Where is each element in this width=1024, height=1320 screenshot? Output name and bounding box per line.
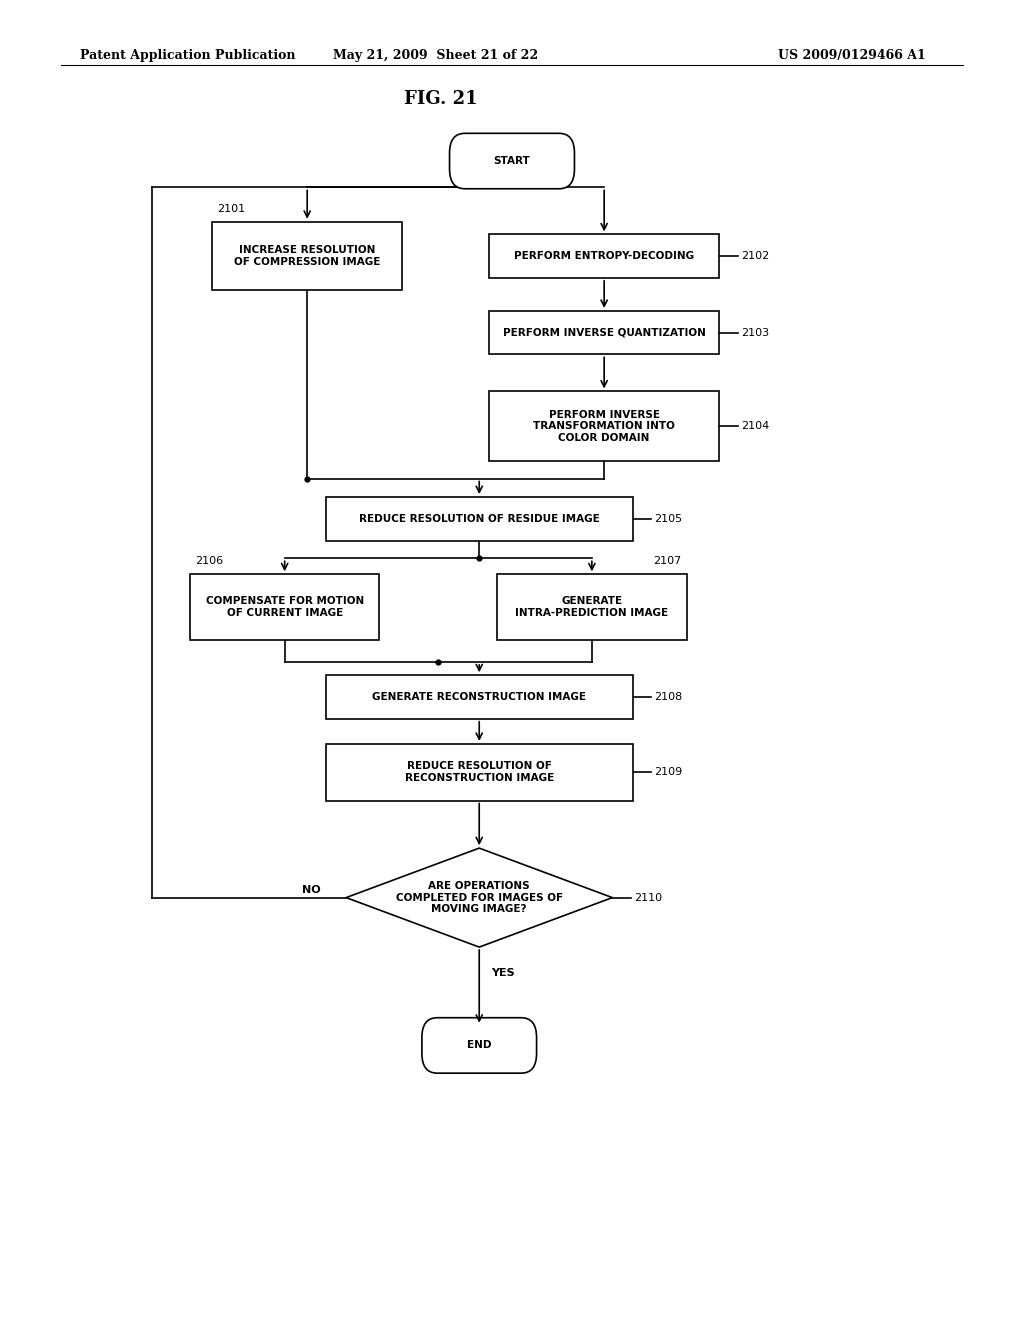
FancyBboxPatch shape xyxy=(326,496,633,541)
Text: FIG. 21: FIG. 21 xyxy=(403,90,477,108)
Text: PERFORM INVERSE
TRANSFORMATION INTO
COLOR DOMAIN: PERFORM INVERSE TRANSFORMATION INTO COLO… xyxy=(534,409,675,444)
FancyBboxPatch shape xyxy=(326,676,633,718)
FancyBboxPatch shape xyxy=(489,235,719,277)
Text: PERFORM ENTROPY-DECODING: PERFORM ENTROPY-DECODING xyxy=(514,251,694,261)
FancyBboxPatch shape xyxy=(190,574,380,640)
Text: 2107: 2107 xyxy=(653,556,682,566)
Text: 2106: 2106 xyxy=(196,556,223,566)
Text: 2103: 2103 xyxy=(741,327,769,338)
Text: Patent Application Publication: Patent Application Publication xyxy=(80,49,295,62)
Text: END: END xyxy=(467,1040,492,1051)
Text: PERFORM INVERSE QUANTIZATION: PERFORM INVERSE QUANTIZATION xyxy=(503,327,706,338)
FancyBboxPatch shape xyxy=(326,744,633,800)
Text: US 2009/0129466 A1: US 2009/0129466 A1 xyxy=(778,49,926,62)
FancyBboxPatch shape xyxy=(450,133,574,189)
Text: REDUCE RESOLUTION OF RESIDUE IMAGE: REDUCE RESOLUTION OF RESIDUE IMAGE xyxy=(358,513,600,524)
Text: GENERATE RECONSTRUCTION IMAGE: GENERATE RECONSTRUCTION IMAGE xyxy=(373,692,586,702)
Text: 2110: 2110 xyxy=(634,892,662,903)
FancyBboxPatch shape xyxy=(489,310,719,354)
Text: YES: YES xyxy=(492,969,515,978)
Polygon shape xyxy=(346,849,612,948)
Text: 2108: 2108 xyxy=(654,692,683,702)
FancyBboxPatch shape xyxy=(497,574,686,640)
Text: 2109: 2109 xyxy=(654,767,683,777)
Text: 2102: 2102 xyxy=(741,251,769,261)
Text: START: START xyxy=(494,156,530,166)
Text: COMPENSATE FOR MOTION
OF CURRENT IMAGE: COMPENSATE FOR MOTION OF CURRENT IMAGE xyxy=(206,597,364,618)
Text: 2104: 2104 xyxy=(741,421,769,432)
Text: 2101: 2101 xyxy=(217,203,246,214)
Text: May 21, 2009  Sheet 21 of 22: May 21, 2009 Sheet 21 of 22 xyxy=(333,49,538,62)
FancyBboxPatch shape xyxy=(422,1018,537,1073)
Text: INCREASE RESOLUTION
OF COMPRESSION IMAGE: INCREASE RESOLUTION OF COMPRESSION IMAGE xyxy=(234,246,380,267)
FancyBboxPatch shape xyxy=(489,391,719,461)
FancyBboxPatch shape xyxy=(213,222,401,290)
Text: NO: NO xyxy=(302,884,321,895)
Text: ARE OPERATIONS
COMPLETED FOR IMAGES OF
MOVING IMAGE?: ARE OPERATIONS COMPLETED FOR IMAGES OF M… xyxy=(395,880,563,915)
Text: 2105: 2105 xyxy=(654,513,682,524)
Text: GENERATE
INTRA-PREDICTION IMAGE: GENERATE INTRA-PREDICTION IMAGE xyxy=(515,597,669,618)
Text: REDUCE RESOLUTION OF
RECONSTRUCTION IMAGE: REDUCE RESOLUTION OF RECONSTRUCTION IMAG… xyxy=(404,762,554,783)
